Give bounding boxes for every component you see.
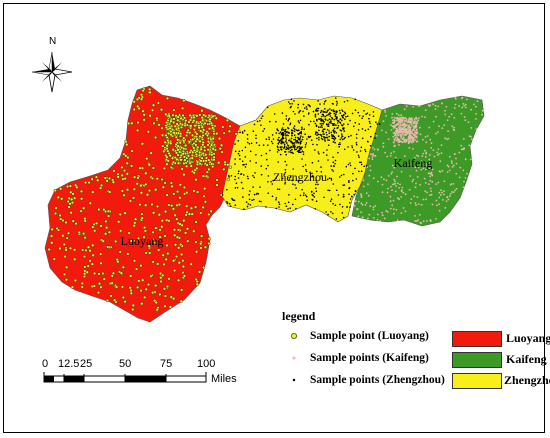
- legend-point-label-kaifeng: Sample points (Kaifeng): [310, 352, 429, 364]
- legend-point-label-zhengzhou: Sample points (Zhengzhou): [310, 374, 445, 386]
- north-arrow-icon: [31, 51, 73, 93]
- north-label: N: [49, 36, 57, 47]
- point-symbol-luoyang-icon: [291, 333, 297, 339]
- legend-area-label-zhengzhou: Zhengzhou: [504, 373, 550, 387]
- scale-bar: [43, 372, 207, 383]
- legend-point-label-luoyang: Sample point (Luoyang): [310, 330, 429, 342]
- legend-swatch-kaifeng: [452, 352, 502, 368]
- scale-tick-0: 0: [42, 358, 49, 370]
- legend-title: legend: [282, 309, 316, 323]
- legend-area-label-luoyang: Luoyang: [506, 331, 550, 345]
- region-label-zhengzhou: Zhengzhou: [273, 170, 327, 184]
- scale-tick-3: 50: [119, 358, 132, 370]
- point-symbol-kaifeng-icon: [292, 356, 296, 360]
- sample-points-layer: [47, 87, 484, 312]
- scale-tick-2: 25: [80, 358, 93, 370]
- point-symbol-zhengzhou-icon: [292, 378, 296, 382]
- legend-swatch-luoyang: [452, 331, 502, 347]
- scale-tick-5: 100: [197, 358, 216, 370]
- region-label-luoyang: Luoyang: [121, 234, 164, 248]
- scale-unit: Miles: [211, 373, 237, 385]
- legend-area-label-kaifeng: Kaifeng: [506, 352, 547, 366]
- scale-tick-4: 75: [160, 358, 173, 370]
- legend-swatch-zhengzhou: [452, 373, 502, 389]
- scale-tick-1: 12.5: [58, 358, 80, 370]
- region-label-kaifeng: Kaifeng: [394, 156, 433, 170]
